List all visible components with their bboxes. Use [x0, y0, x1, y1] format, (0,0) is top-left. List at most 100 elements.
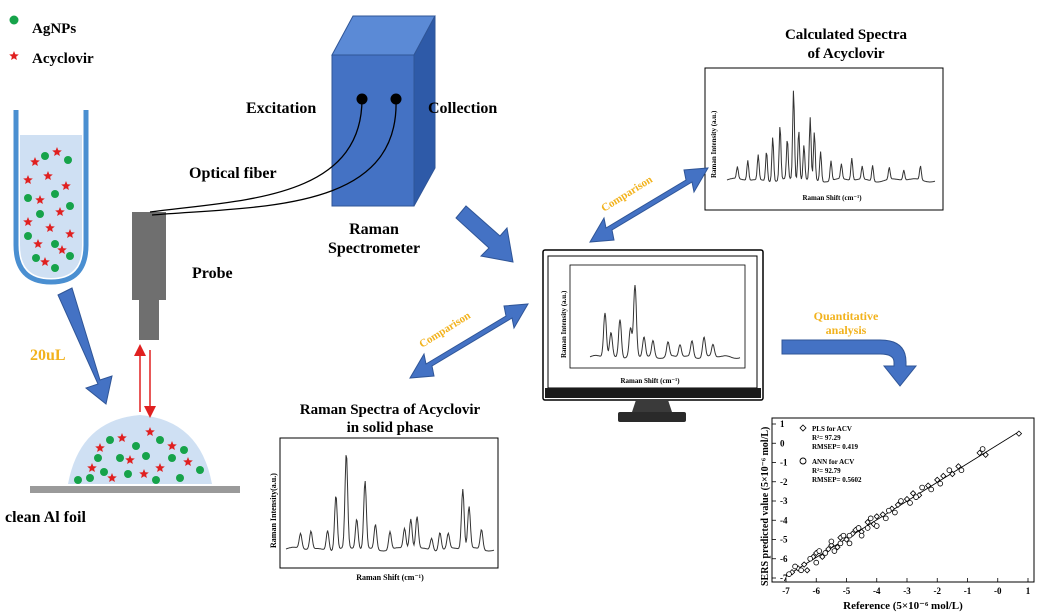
pls-point [940, 472, 947, 480]
pls-point [804, 567, 811, 574]
x-tick-label: -3 [903, 586, 911, 596]
ann-point [898, 498, 904, 504]
ann-point [958, 467, 965, 474]
monitor-ylabel: Raman Intensity (a.u.) [560, 290, 568, 358]
pls-point [976, 449, 983, 457]
pls-point [873, 513, 880, 520]
ann-point [813, 559, 820, 566]
comparison-arrow-top [589, 167, 709, 243]
y-tick-label: -1 [780, 458, 788, 468]
acyclovir-star [23, 217, 33, 226]
pls-point [870, 520, 877, 528]
legend-entry-text: PLS for ACV [812, 425, 852, 433]
substrate-label: clean Al foil [5, 509, 86, 526]
acyclovir-star [167, 441, 177, 450]
solid-title-2: in solid phase [347, 420, 434, 436]
acyclovir-star [125, 455, 135, 464]
ann-point [786, 571, 792, 577]
transfer-arrow [57, 287, 113, 405]
monitor-spectrum: Raman Intensity (a.u.) Raman Shift (cm⁻¹… [560, 264, 746, 385]
ann-point [919, 484, 925, 491]
acyclovir-star [87, 463, 97, 472]
pls-point [788, 569, 796, 576]
acyclovir-star [23, 175, 33, 184]
ann-point [846, 540, 853, 547]
pls-point [828, 542, 835, 549]
acyclovir-star [30, 157, 40, 166]
pls-point [843, 536, 850, 543]
legend-entry-text: RMSEP= 0.419 [812, 443, 858, 451]
calc-title-2: of Acyclovir [807, 46, 884, 62]
agnp-dot [24, 232, 32, 240]
monitor-spectrum-line [589, 285, 741, 359]
y-tick-label: 0 [780, 438, 785, 448]
pls-point [925, 482, 932, 489]
y-tick-label: -7 [780, 573, 788, 583]
acyclovir-star [139, 469, 149, 478]
spectrometer-to-monitor-arrow [455, 205, 514, 263]
calc-xlabel: Raman Shift (cm⁻¹) [802, 194, 862, 202]
legend-pls-marker [799, 424, 807, 432]
acyclovir-star [155, 463, 165, 472]
legend-entry-text: ANN for ACV [812, 458, 854, 466]
pls-point [834, 544, 841, 551]
ann-point [822, 550, 829, 556]
ann-point [846, 532, 853, 539]
legend-acyclovir: Acyclovir [32, 51, 94, 67]
fiber-excitation [149, 98, 363, 213]
agnp-dot [152, 476, 160, 484]
agnp-dot [168, 454, 176, 462]
ann-point [979, 446, 986, 452]
scatter-chart: 1 0 -1 -2 -3 -4 -5 -6 -7 -7 -6 -5 -4 -3 -2 -1 -0 1 PLS f… [760, 417, 1035, 612]
legend: AgNPs Acyclovir [9, 15, 94, 67]
pls-point [955, 463, 962, 470]
solid-xlabel: Raman Shift (cm⁻¹) [356, 573, 424, 582]
acyclovir-star [117, 433, 127, 442]
pls-point [894, 501, 902, 509]
y-tick-label: -2 [780, 477, 788, 487]
probe [132, 212, 166, 340]
x-tick-label: -0 [994, 586, 1002, 596]
ann-point [798, 567, 804, 574]
pls-point [1015, 430, 1023, 437]
acyclovir-star-icon [9, 51, 19, 60]
excitation-label: Excitation [246, 100, 316, 117]
comparison-arrow-bottom [409, 303, 529, 379]
ann-point [828, 538, 835, 545]
ann-point [883, 515, 889, 522]
pls-point [934, 476, 941, 483]
legend-agnps: AgNPs [32, 21, 76, 37]
y-tick-label: -6 [780, 554, 788, 564]
agnp-dot [36, 210, 44, 218]
agnp-dot [106, 436, 114, 444]
pls-point [909, 490, 917, 497]
pls-point [982, 451, 989, 458]
solid-spectrum-line [285, 455, 495, 552]
chart-ylabel: SERS predicted value (5×10⁻⁶ mol/L) [760, 427, 771, 586]
legend-entry-text: R²= 92.79 [812, 467, 841, 475]
y-tick-label: -4 [780, 515, 788, 525]
acyclovir-star [55, 207, 65, 216]
solid-ylabel: Raman Intensity(a.u.) [269, 473, 278, 548]
calc-spectrum-line [726, 90, 936, 183]
droplet [68, 415, 212, 484]
pls-point [849, 530, 856, 537]
pls-point [915, 492, 923, 499]
agnp-dot [32, 254, 40, 262]
acyclovir-star [183, 457, 193, 466]
ann-point [855, 525, 862, 531]
pls-point [800, 561, 808, 568]
agnp-dot [86, 474, 94, 482]
test-tube [13, 110, 89, 285]
ann-point [892, 509, 898, 516]
ann-point [807, 555, 813, 562]
probe-label: Probe [192, 265, 233, 282]
agnp-dot [41, 152, 49, 160]
y-tick-label: -5 [780, 535, 788, 545]
ann-point [907, 500, 913, 506]
x-tick-label: -1 [964, 586, 972, 596]
x-tick-label: -5 [843, 586, 851, 596]
ann-point [913, 494, 919, 500]
quant-label-1: Quantitative [814, 309, 879, 323]
